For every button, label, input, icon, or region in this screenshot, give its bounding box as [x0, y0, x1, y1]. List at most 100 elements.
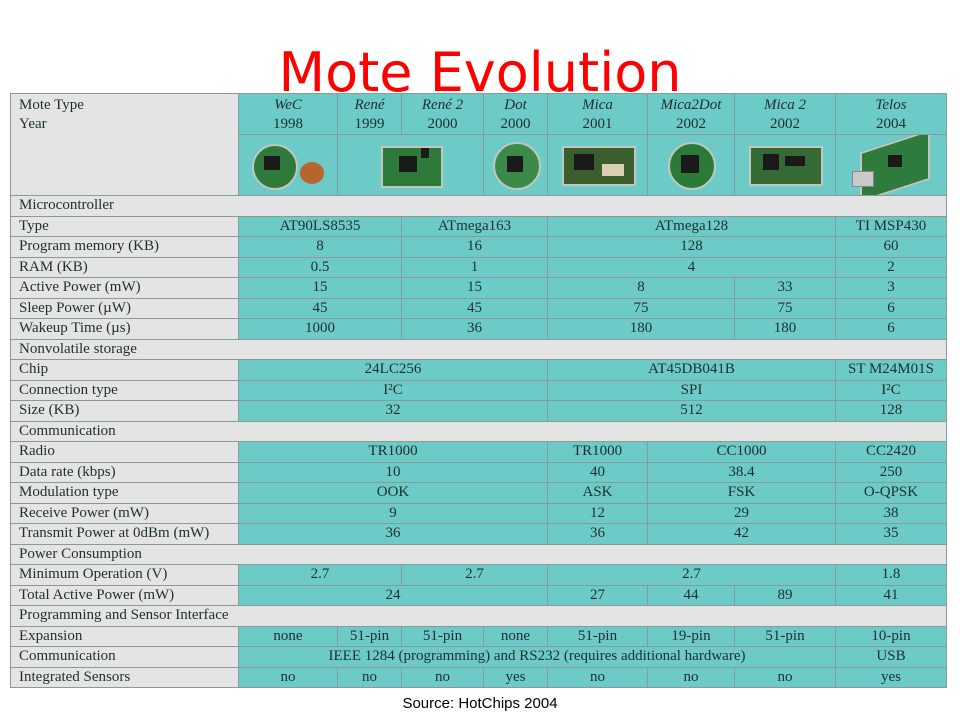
cell: 1 [401, 256, 548, 278]
cell: 19-pin [647, 625, 735, 647]
mote-header-mica2dot: Mica2Dot 2002 [647, 93, 735, 135]
cell: 9 [238, 502, 548, 524]
dot-mote-photo-icon [491, 140, 541, 190]
row-label: Total Active Power (mW) [10, 584, 239, 606]
row-label: Radio [10, 441, 239, 463]
cell: AT90LS8535 [238, 215, 402, 237]
table-row: RAM (KB) 0.5 1 4 2 [10, 256, 947, 278]
cell: CC2420 [835, 441, 947, 463]
cell: 45 [401, 297, 548, 319]
wec-photo-cell [238, 134, 338, 196]
row-label: Active Power (mW) [10, 277, 239, 299]
header-row: Mote Type Year WeC 1998 René 1999 René 2 20… [10, 93, 947, 196]
source-caption: Source: HotChips 2004 [402, 695, 558, 712]
table-row: Sleep Power (µW) 45 45 75 75 6 [10, 297, 947, 319]
section-storage: Nonvolatile storage [10, 338, 947, 360]
cell: ASK [547, 482, 648, 504]
cell: no [337, 666, 402, 688]
cell: 15 [238, 277, 402, 299]
cell: 36 [547, 523, 648, 545]
cell: 45 [238, 297, 402, 319]
mote-header-rene: René 1999 [337, 93, 402, 135]
cell: ATmega163 [401, 215, 548, 237]
cell: ATmega128 [547, 215, 836, 237]
cell: 42 [647, 523, 836, 545]
cell: 2.7 [547, 564, 836, 586]
cell: 27 [547, 584, 648, 606]
cell: CC1000 [647, 441, 836, 463]
telos-photo-cell [835, 134, 947, 196]
cell: FSK [647, 482, 836, 504]
cell: no [734, 666, 836, 688]
cell: 32 [238, 400, 548, 422]
cell: TR1000 [238, 441, 548, 463]
mote-header-mica2: Mica 2 2002 [734, 93, 836, 135]
cell: 15 [401, 277, 548, 299]
cell: ST M24M01S [835, 359, 947, 381]
mote-type-label: Mote Type [19, 97, 84, 113]
cell: yes [483, 666, 548, 688]
cell: 24 [238, 584, 548, 606]
cell: 40 [547, 461, 648, 483]
cell: 128 [835, 400, 947, 422]
cell: no [238, 666, 338, 688]
cell: SPI [547, 379, 836, 401]
rene-photo-cell [337, 134, 484, 196]
cell: 2.7 [401, 564, 548, 586]
mica2dot-photo-cell [647, 134, 735, 196]
row-label: Transmit Power at 0dBm (mW) [10, 523, 239, 545]
cell: 10 [238, 461, 548, 483]
cell: USB [835, 646, 947, 668]
cell: 10-pin [835, 625, 947, 647]
cell: 2.7 [238, 564, 402, 586]
row-label: Type [10, 215, 239, 237]
header-label-cell: Mote Type Year [10, 93, 239, 196]
cell: TI MSP430 [835, 215, 947, 237]
table-row: Transmit Power at 0dBm (mW) 36 36 42 35 [10, 523, 947, 545]
table-row: Chip 24LC256 AT45DB041B ST M24M01S [10, 359, 947, 381]
row-label: Sleep Power (µW) [10, 297, 239, 319]
cell: TR1000 [547, 441, 648, 463]
row-label: Integrated Sensors [10, 666, 239, 688]
table-row: Minimum Operation (V) 2.7 2.7 2.7 1.8 [10, 564, 947, 586]
table-row: Size (KB) 32 512 128 [10, 400, 947, 422]
cell: 12 [547, 502, 648, 524]
cell: 44 [647, 584, 735, 606]
mica2-mote-photo-icon [745, 142, 825, 188]
row-label: Chip [10, 359, 239, 381]
cell: 75 [734, 297, 836, 319]
mote-header-wec: WeC 1998 [238, 93, 338, 135]
cell: 8 [547, 277, 735, 299]
table-row: Receive Power (mW) 9 12 29 38 [10, 502, 947, 524]
cell: 4 [547, 256, 836, 278]
table-row: Modulation type OOK ASK FSK O-QPSK [10, 482, 947, 504]
row-label: Wakeup Time (µs) [10, 318, 239, 340]
cell: 250 [835, 461, 947, 483]
mica2dot-mote-photo-icon [666, 140, 716, 190]
mica-photo-cell [547, 134, 648, 196]
row-label: Connection type [10, 379, 239, 401]
cell: 41 [835, 584, 947, 606]
cell: AT45DB041B [547, 359, 836, 381]
table-row: Type AT90LS8535 ATmega163 ATmega128 TI M… [10, 215, 947, 237]
cell: 36 [238, 523, 548, 545]
cell: 3 [835, 277, 947, 299]
cell: 35 [835, 523, 947, 545]
row-label: Expansion [10, 625, 239, 647]
cell: no [647, 666, 735, 688]
cell: 51-pin [401, 625, 484, 647]
cell: yes [835, 666, 947, 688]
cell: 1000 [238, 318, 402, 340]
row-label: Minimum Operation (V) [10, 564, 239, 586]
cell: 75 [547, 297, 735, 319]
table-row: Communication IEEE 1284 (programming) an… [10, 646, 947, 668]
cell: I²C [238, 379, 548, 401]
cell: 180 [547, 318, 735, 340]
table-row: Program memory (KB) 8 16 128 60 [10, 236, 947, 258]
row-label: RAM (KB) [10, 256, 239, 278]
section-microcontroller: Microcontroller [10, 195, 947, 217]
mica-mote-photo-icon [558, 142, 638, 188]
rene-mote-photo-icon [379, 142, 443, 188]
mote-header-mica: Mica 2001 [547, 93, 648, 135]
cell: 6 [835, 297, 947, 319]
